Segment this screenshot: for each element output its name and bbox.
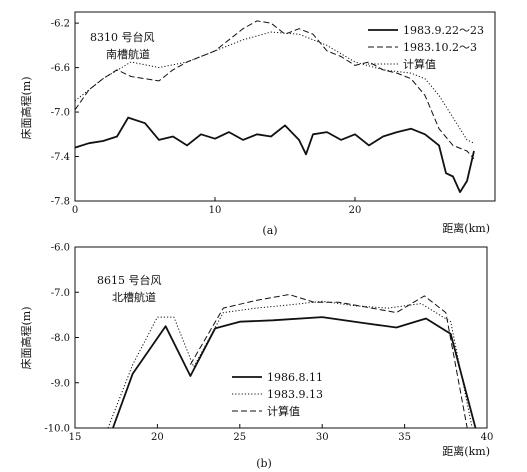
x-tick-label-a: 10 xyxy=(209,205,222,216)
legend-label-b-3: 计算值 xyxy=(267,404,300,418)
panel-a: 0 10 20 -6.2 -6.6 -7.0 -7.4 -7.8 床面高程(m) 距离(km)… xyxy=(19,11,496,237)
x-tick-label-b: 25 xyxy=(233,432,246,443)
x-tick-label-a: 20 xyxy=(349,205,362,216)
y-tick-label-a: -7.8 xyxy=(51,197,70,208)
annotation-b-line2: 北槽航道 xyxy=(112,290,156,304)
x-tick-label-a: 0 xyxy=(72,205,78,216)
y-tick-label-b: -8.0 xyxy=(51,333,70,344)
series-line-a-1 xyxy=(75,116,475,194)
plot-frame-a xyxy=(74,11,496,202)
caption-a: (a) xyxy=(262,224,277,237)
caption-b: (b) xyxy=(256,457,272,470)
x-tick-label-b: 15 xyxy=(69,432,82,443)
y-tick-label-b: -10.0 xyxy=(44,424,70,435)
x-tick-label-b: 40 xyxy=(481,432,494,443)
legend-b: 1986.8.11 1983.9.13 计算值 xyxy=(232,371,323,418)
y-tick-label-a: -7.4 xyxy=(51,152,70,163)
y-tick-label-b: -7.0 xyxy=(51,288,70,299)
legend-label-b-2: 1983.9.13 xyxy=(267,388,323,401)
annotation-a-line2: 南槽航道 xyxy=(106,47,150,61)
panel-b: 15 20 25 30 35 40 -6.0 -7.0 -8.0 -9.0 -10.0 床面高程(m… xyxy=(19,243,493,471)
y-tick-label-b: -6.0 xyxy=(51,243,70,254)
series-line-b-3 xyxy=(189,294,468,428)
legend-label-b-1: 1986.8.11 xyxy=(267,371,323,384)
y-tick-label-b: -9.0 xyxy=(51,378,70,389)
annotation-b-line1: 8615 号台风 xyxy=(97,273,162,287)
xlabel-b: 距离(km) xyxy=(442,444,490,458)
y-tick-label-a: -7.0 xyxy=(51,108,70,119)
y-tick-label-a: -6.6 xyxy=(51,63,70,74)
y-tick-label-a: -6.2 xyxy=(51,19,70,30)
x-tick-label-b: 30 xyxy=(316,432,329,443)
legend-label-a-2: 1983.10.2～3 xyxy=(403,41,477,54)
x-tick-label-b: 20 xyxy=(151,432,164,443)
annotation-a-line1: 8310 号台风 xyxy=(90,30,155,44)
ylabel-a: 床面高程(m) xyxy=(19,76,33,139)
series-line-a-3 xyxy=(75,31,475,144)
legend-label-a-3: 计算值 xyxy=(403,57,436,71)
xlabel-a: 距离(km) xyxy=(442,221,490,235)
series-line-a-2 xyxy=(75,20,475,160)
ylabel-b: 床面高程(m) xyxy=(19,306,33,369)
legend-a: 1983.9.22～23 1983.10.2～3 计算值 xyxy=(368,24,484,71)
series-line-b-1 xyxy=(112,316,477,428)
legend-label-a-1: 1983.9.22～23 xyxy=(403,24,484,37)
x-tick-label-b: 35 xyxy=(398,432,411,443)
